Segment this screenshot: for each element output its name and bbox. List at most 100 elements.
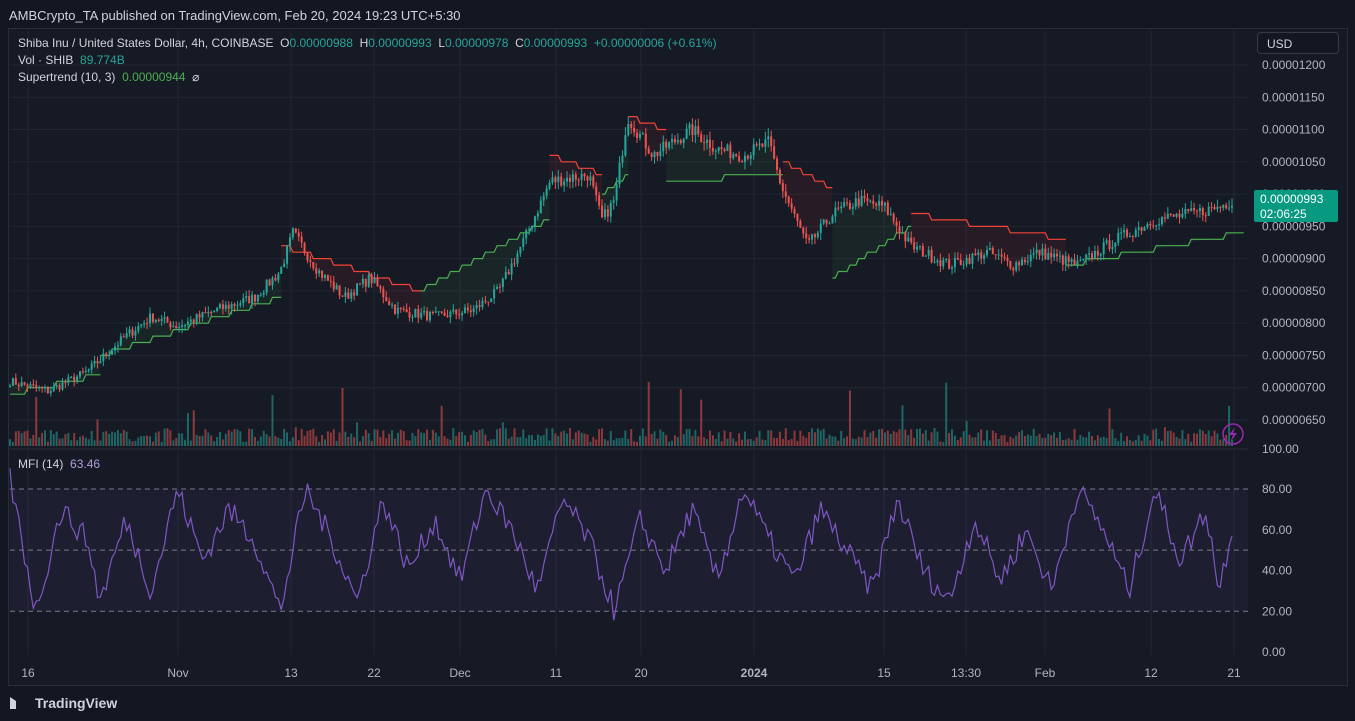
volume-bar <box>717 432 720 446</box>
volume-bar <box>32 435 35 446</box>
volume-bar <box>566 433 569 446</box>
volume-bar <box>192 410 195 446</box>
candle-body <box>531 226 534 230</box>
candle-body <box>770 136 773 147</box>
volume-bar <box>73 432 76 446</box>
volume-bar <box>813 432 816 446</box>
supertrend-segment-down <box>549 154 602 176</box>
volume-bar <box>994 432 997 446</box>
volume-bar <box>146 435 149 446</box>
mfi-legend[interactable]: MFI (14) 63.46 <box>18 457 100 471</box>
candle-body <box>183 324 186 326</box>
supertrend-legend[interactable]: Supertrend (10, 3) 0.00000944 ⌀ <box>18 70 199 84</box>
volume-bar <box>513 428 516 446</box>
candle-body <box>516 253 519 264</box>
candle-body <box>411 317 414 319</box>
candle-body <box>268 279 271 286</box>
candle-body <box>1053 253 1056 258</box>
candle-body <box>318 270 321 274</box>
volume-bar <box>1149 440 1152 446</box>
candle-body <box>248 296 251 304</box>
volume-bar <box>344 431 347 446</box>
volume-bar <box>67 433 70 446</box>
candle-body <box>463 307 466 314</box>
candle-body <box>46 387 49 394</box>
volume-bar <box>901 405 904 446</box>
candle-body <box>519 246 522 254</box>
volume-bar <box>606 440 609 446</box>
price-tick-label: 0.00000700 <box>1262 381 1326 395</box>
candle-body <box>78 371 81 377</box>
volume-bar <box>1000 435 1003 446</box>
tradingview-logo[interactable]: TradingView <box>10 695 117 711</box>
low-label: L <box>438 36 445 50</box>
candle-body <box>1231 205 1233 208</box>
volume-bar <box>563 430 566 446</box>
candle-body <box>1038 249 1041 256</box>
volume-bar <box>434 432 437 446</box>
volume-bar <box>431 429 434 446</box>
high-value: 0.00000993 <box>368 36 432 50</box>
candle-body <box>391 304 394 306</box>
candle-body <box>1149 223 1152 226</box>
candle-body <box>822 219 825 224</box>
candle-body <box>886 202 889 215</box>
volume-bar <box>411 432 414 446</box>
mfi-value: 63.46 <box>70 457 101 471</box>
volume-legend[interactable]: Vol · SHIB 89.774B <box>18 53 125 67</box>
volume-bar <box>1231 439 1233 446</box>
volume-bar <box>560 431 563 446</box>
volume-bar <box>373 429 376 446</box>
eye-slash-icon[interactable]: ⌀ <box>192 70 200 84</box>
volume-bar <box>1158 439 1161 446</box>
volume-bar <box>449 439 452 446</box>
candle-body <box>974 253 977 256</box>
candle-body <box>484 300 487 302</box>
currency-button[interactable]: USD <box>1257 32 1339 54</box>
volume-bar <box>201 435 204 446</box>
candle-body <box>198 314 201 318</box>
candle-body <box>1161 217 1164 225</box>
volume-bar <box>70 440 73 446</box>
candle-body <box>361 278 364 285</box>
publisher-line: AMBCrypto_TA published on TradingView.co… <box>9 8 461 23</box>
candle-body <box>1021 259 1024 266</box>
volume-bar <box>493 439 496 446</box>
candle-body <box>948 259 951 269</box>
candle-body <box>274 277 277 281</box>
volume-bar <box>52 434 55 446</box>
lightning-icon[interactable] <box>1222 423 1244 445</box>
candle-body <box>539 200 542 214</box>
volume-bar <box>589 441 592 446</box>
volume-bar <box>388 433 391 446</box>
candle-body <box>898 226 901 234</box>
volume-bar <box>863 430 866 446</box>
candle-body <box>723 149 726 151</box>
volume-bar <box>367 433 370 446</box>
candle-body <box>717 147 720 151</box>
volume-bar <box>1137 435 1140 446</box>
candle-body <box>1190 208 1193 211</box>
candle-body <box>589 176 592 181</box>
grid-lines <box>10 30 1248 655</box>
supertrend-segment-up <box>832 225 912 279</box>
volume-bar <box>735 441 738 446</box>
candle-body <box>113 346 116 351</box>
volume-bar <box>504 428 507 446</box>
candle-body <box>962 264 965 266</box>
candle-body <box>466 307 469 311</box>
volume-bar <box>1058 431 1061 446</box>
candle-body <box>73 376 76 382</box>
volume-bar <box>866 437 869 446</box>
volume-bar <box>679 389 682 446</box>
candle-body <box>469 310 472 313</box>
volume-bar <box>1213 430 1216 446</box>
volume-bar <box>116 430 119 446</box>
volume-bar <box>428 440 431 446</box>
candle-body <box>1181 213 1184 218</box>
volume-bar <box>825 438 828 446</box>
volume-bar <box>793 430 796 446</box>
volume-bar <box>408 440 411 446</box>
candle-body <box>102 353 105 361</box>
